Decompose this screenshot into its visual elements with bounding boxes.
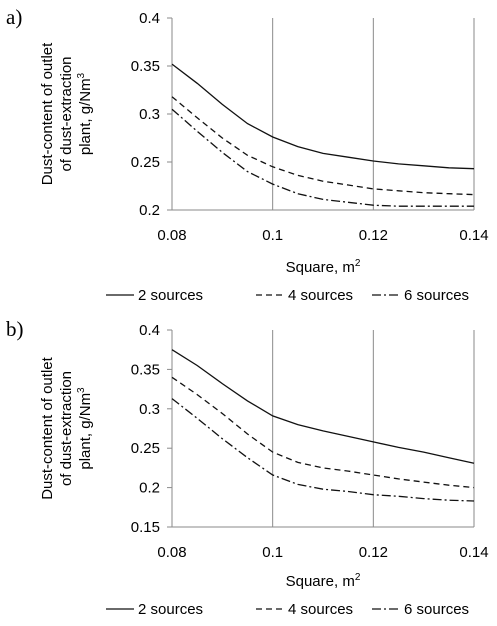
series-line-4-sources	[171, 376, 475, 489]
legend-label: 6 sources	[404, 601, 469, 618]
x-tick-label: 0.12	[359, 544, 388, 561]
series-line-6-sources	[171, 398, 475, 502]
series-line-4-sources	[171, 96, 475, 196]
y-tick-label: 0.35	[131, 58, 160, 75]
y-tick-label: 0.2	[139, 202, 160, 219]
series-line-2-sources	[171, 349, 475, 464]
chart-panel-a: a) 0.08 0.1 0.12 0.14 0.2 0.25 0.3 0.35 0.4 Dust-c…	[6, 5, 489, 304]
y-tick-label: 0.35	[131, 361, 160, 378]
legend: 2 sources 4 sources 6 sources	[106, 601, 469, 618]
y-tick-label: 0.2	[139, 480, 160, 497]
legend-label: 2 sources	[138, 287, 203, 304]
x-tick-label: 0.1	[262, 227, 283, 244]
y-tick-label: 0.4	[139, 322, 160, 339]
legend-label: 4 sources	[288, 601, 353, 618]
x-axis-title: Square, m2	[286, 572, 361, 590]
y-tick-label: 0.3	[139, 401, 160, 418]
series-line-2-sources	[171, 63, 475, 170]
x-tick-label: 0.1	[262, 544, 283, 561]
legend-label: 4 sources	[288, 287, 353, 304]
x-tick-label: 0.08	[157, 227, 186, 244]
series-line-6-sources	[171, 108, 474, 207]
y-axis-title: Dust-content of outlet of dust-extraction…	[39, 356, 94, 499]
x-axis-title: Square, m2	[286, 258, 361, 276]
y-tick-label: 0.15	[131, 519, 160, 536]
y-tick-label: 0.4	[139, 10, 160, 27]
legend-label: 2 sources	[138, 601, 203, 618]
y-tick-label: 0.25	[131, 440, 160, 457]
legend-label: 6 sources	[404, 287, 469, 304]
chart-panel-b: b) 0.08 0.1 0.12 0.14 0.15 0.2 0.25 0.3 0.35 0.4 Du…	[6, 317, 489, 618]
y-axis-title: Dust-content of outlet of dust-extraction…	[39, 42, 94, 185]
panel-label: b)	[6, 317, 24, 341]
x-tick-label: 0.12	[359, 227, 388, 244]
x-tick-label: 0.14	[459, 544, 488, 561]
x-tick-label: 0.08	[157, 544, 186, 561]
x-tick-label: 0.14	[459, 227, 488, 244]
panel-label: a)	[6, 5, 22, 29]
legend: 2 sources 4 sources 6 sources	[106, 287, 469, 304]
y-tick-label: 0.25	[131, 154, 160, 171]
y-tick-label: 0.3	[139, 106, 160, 123]
